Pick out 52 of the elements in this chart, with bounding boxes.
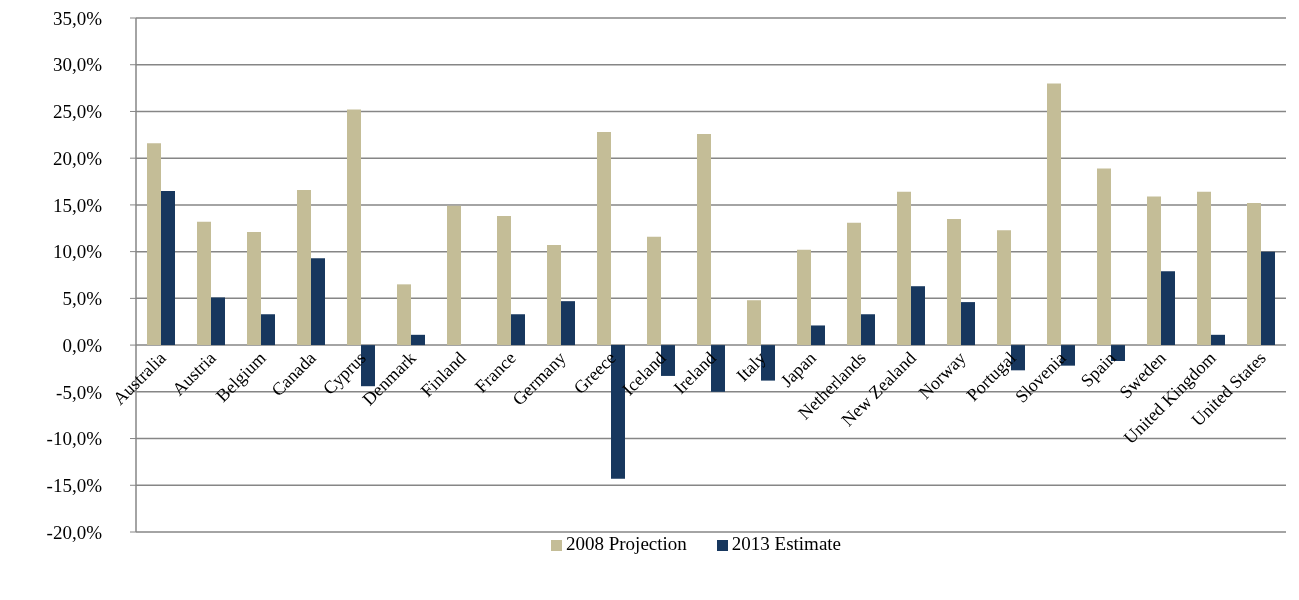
bar (411, 334, 425, 346)
y-tick-label: 10,0% (52, 241, 103, 263)
y-tick-label: -10,0% (46, 428, 103, 450)
bar (597, 132, 611, 346)
bar (447, 205, 461, 346)
bar (697, 133, 711, 346)
y-tick-label: 20,0% (52, 147, 103, 169)
bar (847, 222, 861, 346)
bar (1197, 191, 1211, 346)
bar (647, 236, 661, 346)
y-tick-label: 30,0% (52, 54, 103, 76)
bar (897, 191, 911, 346)
bar (497, 216, 511, 346)
bar (947, 218, 961, 346)
bar (1097, 168, 1111, 346)
bar (147, 143, 161, 346)
legend-label: 2013 Estimate (731, 533, 842, 554)
bar (261, 314, 275, 346)
bar (211, 297, 225, 346)
bar (811, 325, 825, 346)
y-tick-label: 35,0% (52, 7, 103, 29)
bar (1047, 83, 1061, 346)
bar (1261, 251, 1275, 346)
bar (511, 314, 525, 346)
bar (1247, 203, 1261, 346)
bar (161, 190, 175, 346)
y-tick-label: -20,0% (46, 521, 103, 543)
bar (1147, 196, 1161, 346)
bar (797, 249, 811, 346)
bar (561, 301, 575, 346)
bar (347, 109, 361, 346)
y-tick-label: 5,0% (62, 288, 103, 310)
x-tick-label: Italy (732, 347, 770, 386)
bar (247, 232, 261, 346)
bar (547, 245, 561, 346)
y-tick-label: 15,0% (52, 194, 103, 216)
bar (911, 286, 925, 346)
y-tick-label: -5,0% (56, 381, 103, 403)
bar (997, 230, 1011, 346)
bar (861, 314, 875, 346)
bar (311, 258, 325, 346)
bar (747, 300, 761, 346)
bar (1161, 271, 1175, 346)
bar (197, 221, 211, 346)
bar (961, 302, 975, 346)
y-tick-label: 25,0% (52, 101, 103, 123)
bar (1211, 334, 1225, 346)
y-tick-label: -15,0% (46, 475, 103, 497)
legend-label: 2008 Projection (565, 533, 687, 554)
bar (397, 284, 411, 346)
bar (297, 189, 311, 346)
y-tick-label: 0,0% (62, 334, 103, 356)
